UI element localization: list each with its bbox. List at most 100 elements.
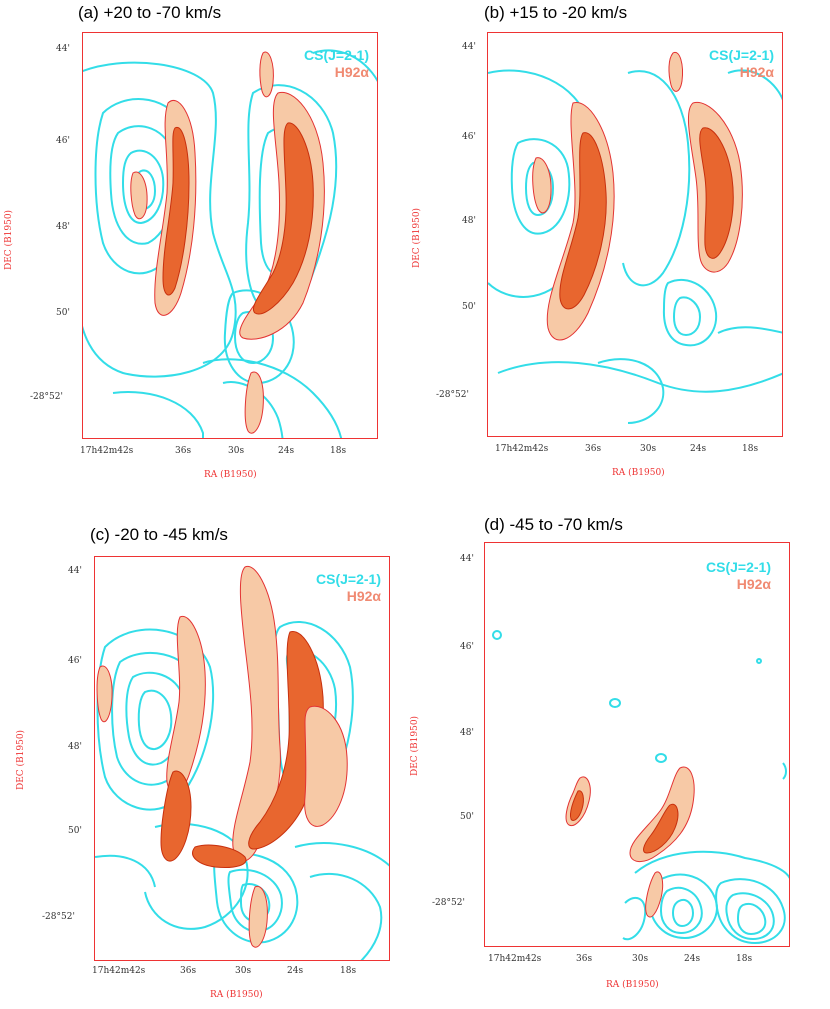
- cs-contour: [782, 762, 787, 780]
- cs-contour: [213, 852, 299, 944]
- x-tick: 30s: [228, 446, 245, 456]
- y-axis-label: DEC (B1950): [4, 209, 14, 270]
- plot-frame: CS(J=2-1) H92α: [487, 32, 783, 437]
- cs-contours: [492, 630, 789, 945]
- cs-contour: [112, 391, 204, 438]
- x-tick: 36s: [180, 966, 197, 976]
- y-tick: 44': [56, 44, 70, 54]
- h92-fill: [532, 157, 552, 214]
- cs-contour: [222, 381, 284, 438]
- contour-map: [83, 49, 377, 438]
- cs-contour: [510, 138, 571, 235]
- y-axis-label: DEC (B1950): [16, 729, 26, 790]
- legend-cs: CS(J=2-1): [709, 47, 774, 63]
- y-tick: 50': [462, 302, 476, 312]
- legend: CS(J=2-1) H92α: [304, 47, 369, 81]
- y-tick: 46': [56, 136, 70, 146]
- x-axis-label: RA (B1950): [204, 470, 257, 480]
- cs-contour: [736, 903, 767, 936]
- x-tick: 17h42m42s: [80, 446, 134, 456]
- cs-contour: [524, 161, 555, 217]
- cs-contour: [756, 658, 762, 664]
- y-tick: 46': [460, 642, 474, 652]
- panel-title: (d) -45 to -70 km/s: [484, 515, 623, 534]
- legend-h92: H92α: [739, 64, 774, 80]
- cs-contour: [725, 892, 775, 941]
- h92-fill: [160, 770, 192, 862]
- h92-fill: [570, 790, 584, 822]
- plot-frame: CS(J=2-1) H92α: [94, 556, 390, 961]
- x-tick: 18s: [736, 954, 753, 964]
- legend-h92: H92α: [736, 576, 771, 592]
- cs-contour: [312, 49, 377, 83]
- cs-contour: [125, 671, 185, 766]
- h92-fill: [259, 51, 274, 98]
- h92-emission: [565, 766, 695, 918]
- h92-fill: [244, 371, 264, 434]
- legend: CS(J=2-1) H92α: [709, 47, 774, 81]
- plot-frame: CS(J=2-1) H92α: [82, 32, 378, 439]
- h92-fill: [96, 665, 113, 723]
- cs-contour: [715, 878, 786, 945]
- x-tick: 30s: [632, 954, 649, 964]
- cs-contour: [609, 698, 621, 708]
- h92-emission: [96, 565, 348, 948]
- y-tick: 46': [462, 132, 476, 142]
- h92-fill: [643, 803, 679, 854]
- h92-fill: [248, 631, 324, 850]
- y-tick: 48': [462, 216, 476, 226]
- legend-h92: H92α: [346, 588, 381, 604]
- y-tick: -28°52': [432, 898, 465, 908]
- cs-contours: [488, 69, 782, 424]
- cs-contour: [717, 326, 782, 334]
- x-axis-label: RA (B1950): [210, 990, 263, 1000]
- x-tick: 24s: [287, 966, 304, 976]
- h92-emission: [130, 51, 325, 434]
- h92-fill: [253, 122, 314, 315]
- h92-fill: [304, 705, 348, 827]
- y-tick: -28°52': [42, 912, 75, 922]
- cs-contour: [294, 842, 389, 867]
- cs-contour: [492, 630, 502, 640]
- cs-contour: [309, 872, 383, 960]
- x-tick: 36s: [175, 446, 192, 456]
- y-axis-label: DEC (B1950): [410, 715, 420, 776]
- y-tick: 48': [56, 222, 70, 232]
- y-tick: 48': [68, 742, 82, 752]
- legend-h92: H92α: [334, 64, 369, 80]
- x-tick: 17h42m42s: [495, 444, 549, 454]
- y-tick: 44': [68, 566, 82, 576]
- contour-map: [95, 565, 389, 960]
- x-tick: 36s: [576, 954, 593, 964]
- h92-fill: [162, 126, 190, 296]
- cs-contour: [95, 854, 156, 888]
- x-tick: 30s: [640, 444, 657, 454]
- x-tick: 36s: [585, 444, 602, 454]
- cs-contour: [634, 850, 789, 880]
- h92-fill: [645, 871, 664, 918]
- x-tick: 24s: [278, 446, 295, 456]
- plot-frame: CS(J=2-1) H92α: [484, 542, 790, 947]
- h92-emission: [532, 51, 743, 341]
- cs-contour: [497, 361, 782, 393]
- legend-cs: CS(J=2-1): [706, 559, 771, 575]
- panel-title: (a) +20 to -70 km/s: [78, 3, 222, 22]
- panel-title: (c) -20 to -45 km/s: [90, 525, 228, 544]
- y-tick: -28°52': [436, 390, 469, 400]
- contour-map: [492, 630, 789, 945]
- h92-fill: [559, 132, 607, 310]
- panel-title: (b) +15 to -20 km/s: [484, 3, 628, 22]
- cs-contour: [672, 296, 702, 337]
- y-tick: 50': [460, 812, 474, 822]
- h92-fill: [248, 885, 268, 948]
- legend: CS(J=2-1) H92α: [706, 559, 771, 593]
- x-tick: 24s: [690, 444, 707, 454]
- cs-contour: [622, 70, 691, 287]
- cs-contour: [662, 278, 718, 347]
- h92-fill: [668, 51, 683, 92]
- x-tick: 17h42m42s: [488, 954, 542, 964]
- cs-contour: [727, 69, 782, 101]
- cs-contour: [83, 61, 237, 378]
- cs-contour: [655, 753, 667, 763]
- h92-fill: [699, 127, 734, 259]
